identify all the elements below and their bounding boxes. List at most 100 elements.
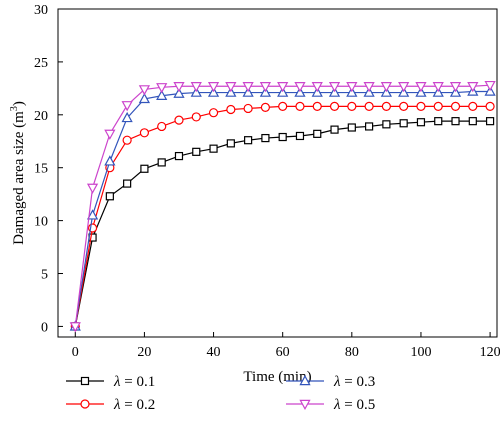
data-point — [380, 82, 392, 93]
x-tick-label: 80 — [345, 345, 359, 360]
data-point — [278, 132, 287, 142]
legend-marker — [80, 376, 90, 386]
data-point — [381, 101, 391, 111]
data-point — [123, 179, 132, 188]
data-point — [432, 82, 444, 93]
x-tick-label: 40 — [207, 345, 221, 360]
data-point — [468, 117, 477, 126]
data-point — [157, 158, 166, 167]
data-point — [207, 82, 220, 93]
x-tick-label: 100 — [410, 345, 431, 360]
legend-label: λ = 0.2 — [113, 397, 155, 413]
data-point — [433, 101, 443, 111]
data-point — [347, 123, 356, 132]
legend-label: λ = 0.3 — [333, 374, 375, 390]
data-point — [104, 155, 116, 166]
data-point — [382, 120, 391, 129]
series-4 — [69, 80, 496, 333]
legend-item-2: λ = 0.2 — [66, 397, 155, 413]
data-point — [261, 133, 270, 143]
legend-marker — [299, 374, 311, 386]
data-point — [347, 101, 357, 111]
data-point — [277, 82, 289, 93]
data-point — [416, 118, 426, 127]
data-point — [449, 82, 462, 93]
data-point — [242, 82, 254, 93]
data-point — [138, 92, 151, 104]
data-point — [121, 111, 133, 123]
data-point — [485, 117, 495, 126]
y-tick-label: 20 — [34, 109, 48, 124]
x-tick-label: 0 — [72, 345, 79, 360]
data-point — [398, 82, 410, 93]
data-point — [467, 82, 479, 93]
data-point — [364, 101, 374, 111]
legend-label: λ = 0.1 — [113, 374, 155, 390]
y-tick-label: 0 — [41, 320, 48, 335]
data-point — [295, 101, 305, 111]
legend: λ = 0.1 λ = 0.2 λ = 0.3 λ = 0.5 — [66, 374, 375, 413]
y-tick-label: 30 — [34, 3, 48, 18]
data-point — [434, 117, 443, 126]
data-point — [174, 115, 184, 125]
data-point — [86, 183, 99, 194]
series-line — [74, 120, 491, 327]
series-1 — [71, 117, 495, 331]
plot-frame — [57, 8, 498, 338]
data-point — [312, 101, 322, 111]
data-point — [329, 101, 340, 111]
y-tick-label: 10 — [34, 215, 48, 230]
data-point — [311, 82, 323, 93]
data-point — [244, 136, 253, 145]
data-point — [468, 101, 478, 111]
data-point — [399, 119, 408, 128]
data-point — [259, 82, 272, 93]
data-point — [451, 117, 460, 126]
data-point — [69, 322, 81, 333]
data-point — [104, 129, 116, 140]
data-point — [260, 102, 271, 113]
y-tick-label: 25 — [34, 56, 48, 71]
data-point — [140, 164, 149, 173]
legend-marker — [80, 399, 90, 409]
data-point — [484, 80, 496, 92]
data-point — [190, 82, 202, 93]
x-tick-label: 20 — [137, 345, 151, 360]
data-point — [226, 104, 236, 115]
data-point — [226, 139, 235, 148]
y-axis-title: Damaged area size (m3) — [9, 101, 27, 245]
series-3 — [69, 85, 496, 331]
data-point — [208, 108, 219, 118]
data-point — [173, 87, 185, 98]
y-tick-label: 5 — [41, 268, 48, 283]
data-point — [294, 82, 306, 93]
data-point — [157, 121, 167, 132]
series-layer — [69, 80, 496, 333]
data-point — [191, 112, 201, 122]
data-point — [86, 209, 99, 220]
data-point — [156, 83, 168, 94]
data-point — [485, 101, 495, 111]
data-point — [105, 192, 114, 201]
legend-item-4: λ = 0.5 — [286, 397, 375, 413]
x-tick-label: 60 — [276, 345, 290, 360]
data-point — [346, 82, 358, 93]
data-point — [328, 82, 341, 93]
series-line — [74, 90, 491, 327]
data-point — [174, 151, 184, 161]
legend-item-3: λ = 0.3 — [286, 374, 375, 390]
data-point — [313, 129, 322, 138]
legend-item-1: λ = 0.1 — [66, 374, 155, 390]
data-point — [243, 103, 253, 114]
data-point — [278, 101, 288, 111]
data-point — [138, 85, 151, 96]
data-point — [415, 82, 427, 93]
data-point — [330, 125, 339, 134]
data-point — [156, 89, 168, 100]
data-point — [192, 147, 201, 156]
data-point — [121, 101, 133, 112]
x-tick-label: 120 — [480, 345, 500, 360]
data-point — [295, 131, 305, 141]
legend-marker — [299, 399, 311, 411]
